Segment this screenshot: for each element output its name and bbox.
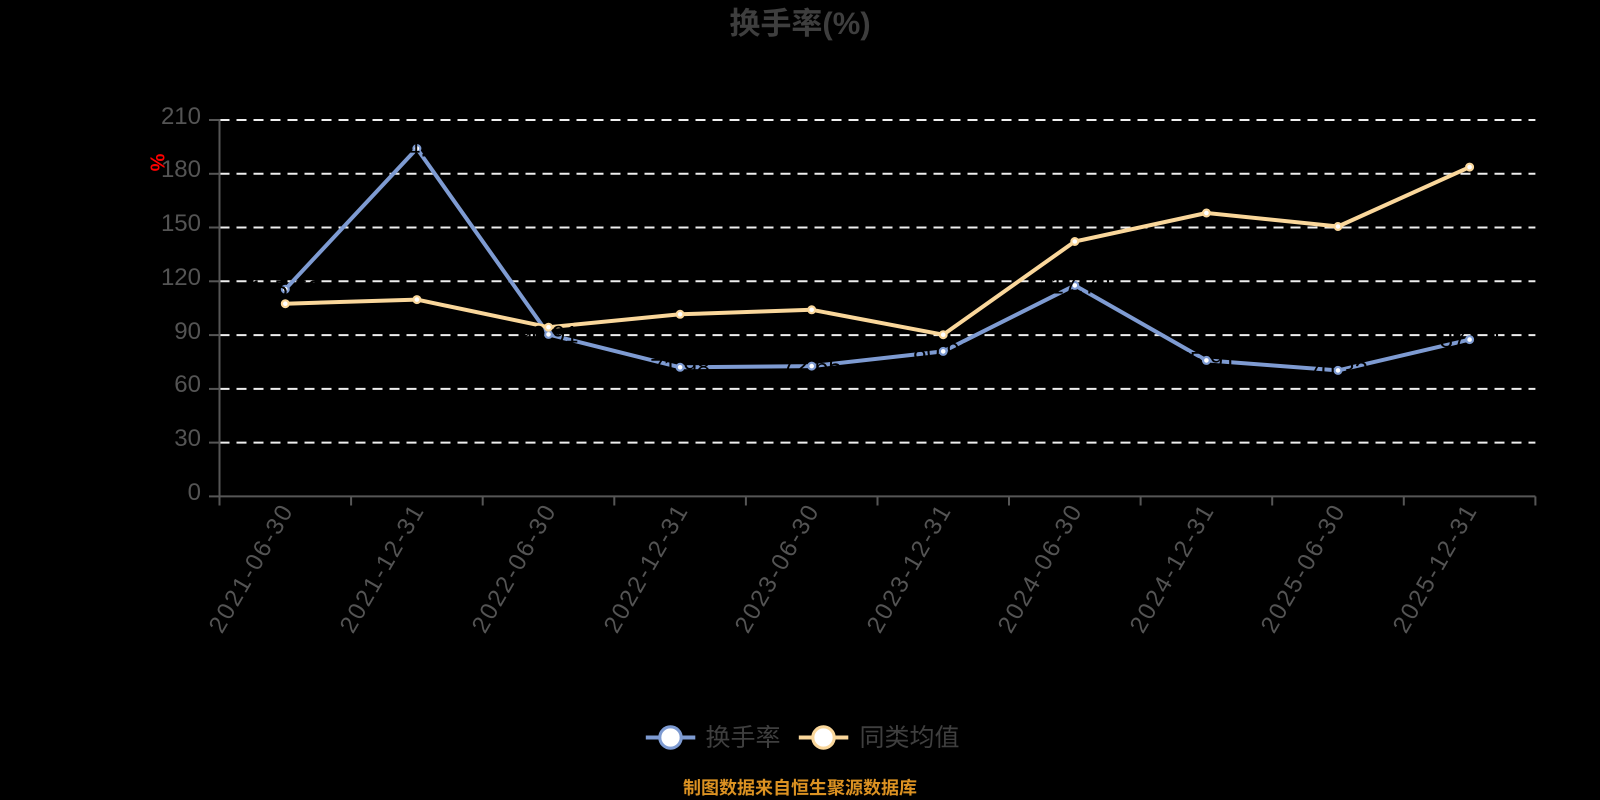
svg-text:71.98: 71.98: [650, 354, 710, 381]
svg-text:194.08: 194.08: [380, 136, 453, 163]
svg-text:117.72: 117.72: [1039, 272, 1111, 299]
svg-text:115.59: 115.59: [249, 276, 321, 303]
svg-text:75.91: 75.91: [1176, 347, 1236, 374]
svg-text:90.91: 90.91: [518, 321, 578, 348]
svg-text:72.65: 72.65: [782, 353, 842, 380]
svg-text:87.52: 87.52: [1440, 327, 1500, 354]
svg-text:80.93: 80.93: [913, 338, 973, 365]
svg-text:70.32: 70.32: [1308, 357, 1368, 384]
